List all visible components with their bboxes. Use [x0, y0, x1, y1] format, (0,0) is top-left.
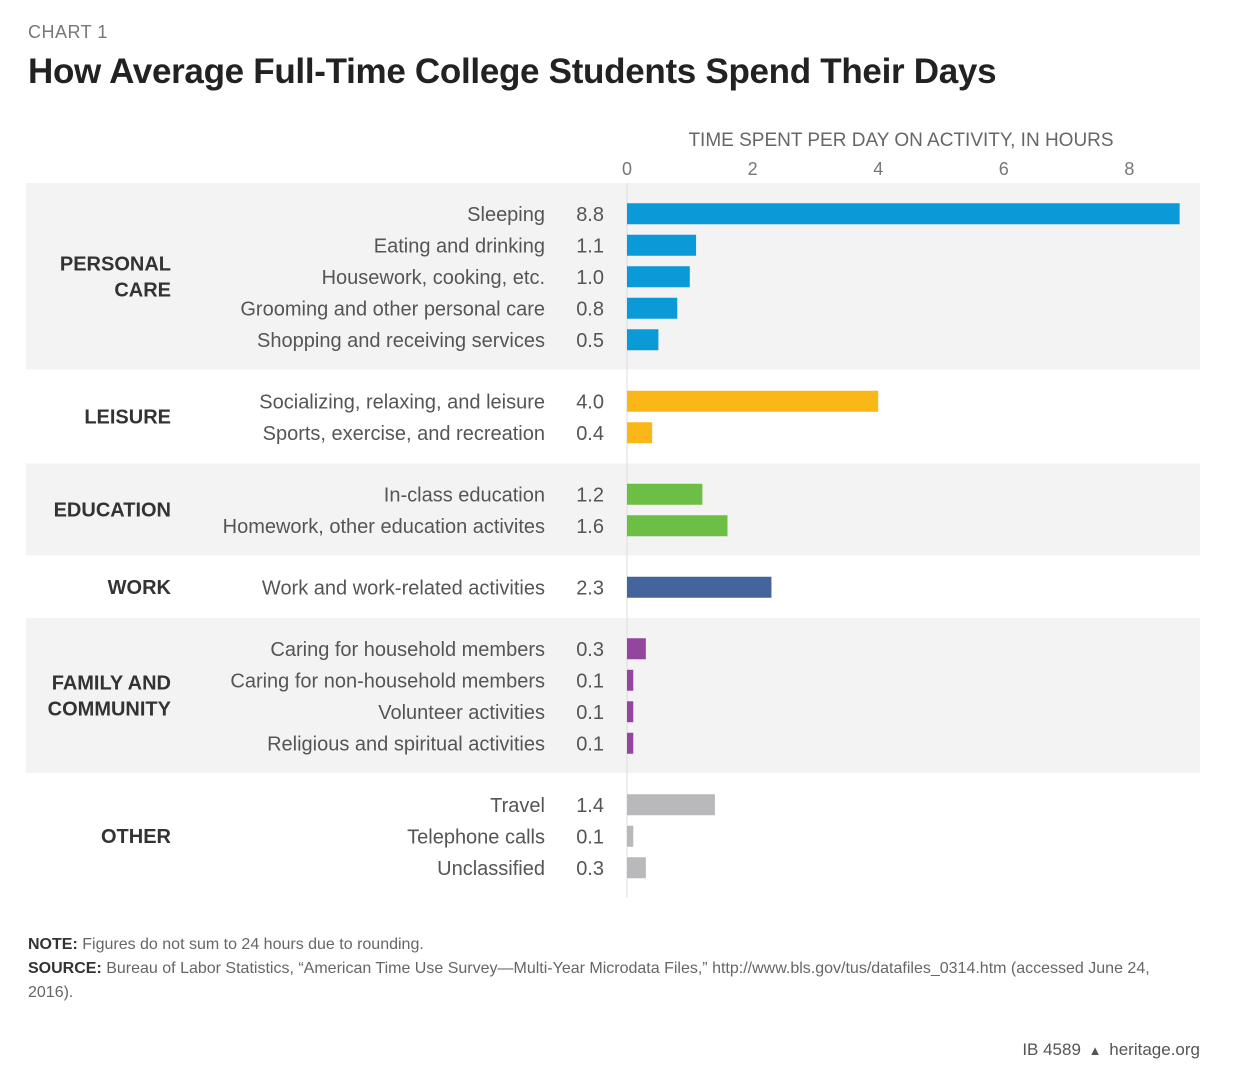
source-line: SOURCE: Bureau of Labor Statistics, “Ame…	[28, 957, 1198, 1005]
value-label: 1.4	[576, 795, 604, 817]
bar	[627, 203, 1180, 225]
category-label: Travel	[490, 795, 545, 817]
footer: IB 4589 ▲ heritage.org	[1022, 1040, 1200, 1060]
x-tick-label: 4	[873, 159, 883, 179]
note-text: Figures do not sum to 24 hours due to ro…	[82, 936, 424, 953]
category-label: Caring for non-household members	[230, 670, 545, 692]
category-label: Volunteer activities	[378, 702, 545, 724]
bar	[627, 266, 690, 288]
category-label: Sleeping	[467, 204, 545, 226]
value-label: 0.4	[576, 423, 604, 445]
value-label: 0.3	[576, 639, 604, 661]
chart-number-label: CHART 1	[28, 22, 108, 42]
ib-number: IB 4589	[1022, 1040, 1081, 1059]
source-text: Bureau of Labor Statistics, “American Ti…	[28, 960, 1150, 1001]
value-label: 0.1	[576, 670, 604, 692]
x-axis-title: TIME SPENT PER DAY ON ACTIVITY, IN HOURS	[688, 130, 1113, 151]
category-label: Telephone calls	[407, 826, 545, 848]
x-tick-label: 2	[748, 159, 758, 179]
group-label: LEISURE	[84, 407, 171, 429]
x-tick-label: 8	[1124, 159, 1134, 179]
category-label: In-class education	[384, 484, 545, 506]
group-label: PERSONAL CARE	[60, 253, 171, 301]
group-band	[26, 556, 1200, 617]
category-label: Shopping and receiving services	[257, 330, 545, 352]
bar	[627, 857, 646, 879]
value-label: 0.5	[576, 330, 604, 352]
category-label: Work and work-related activities	[262, 577, 545, 599]
bar	[627, 234, 697, 256]
x-tick-label: 6	[999, 159, 1009, 179]
group-label: OTHER	[101, 826, 172, 848]
bar	[627, 329, 659, 351]
value-label: 1.1	[576, 235, 604, 257]
value-label: 0.8	[576, 298, 604, 320]
bar	[627, 515, 728, 537]
notes: NOTE: Figures do not sum to 24 hours due…	[28, 933, 1198, 1005]
value-label: 0.1	[576, 733, 604, 755]
category-label: Unclassified	[437, 858, 545, 880]
bar	[627, 732, 634, 754]
group-band	[26, 370, 1200, 463]
category-label: Religious and spiritual activities	[267, 733, 545, 755]
value-label: 1.0	[576, 267, 604, 289]
group-band	[26, 618, 1200, 773]
category-label: Eating and drinking	[374, 235, 545, 257]
chart-rows: PERSONAL CARE Sleeping 8.8 Eating and drinki…	[48, 203, 1180, 880]
bar	[627, 297, 678, 319]
bar	[627, 669, 634, 691]
category-label: Grooming and other personal care	[240, 298, 545, 320]
bar-chart: TIME SPENT PER DAY ON ACTIVITY, IN HOURS…	[26, 130, 1200, 898]
page-title: How Average Full-Time College Students S…	[28, 52, 997, 91]
group-band	[26, 774, 1200, 898]
bar	[627, 638, 646, 660]
value-label: 0.1	[576, 826, 604, 848]
liberty-bell-icon: ▲	[1088, 1043, 1102, 1058]
bar	[627, 390, 879, 412]
value-label: 0.1	[576, 702, 604, 724]
group-label: EDUCATION	[54, 500, 171, 522]
value-label: 4.0	[576, 391, 604, 413]
group-bands	[26, 183, 1200, 898]
value-label: 2.3	[576, 577, 604, 599]
source-label: SOURCE:	[28, 960, 102, 977]
category-label: Sports, exercise, and recreation	[263, 423, 545, 445]
bar	[627, 576, 772, 598]
value-label: 1.2	[576, 484, 604, 506]
group-label: FAMILY AND COMMUNITY	[48, 673, 172, 721]
site-link[interactable]: heritage.org	[1109, 1040, 1200, 1059]
bar	[627, 825, 634, 847]
bar	[627, 794, 715, 816]
category-label: Caring for household members	[270, 639, 545, 661]
bar	[627, 701, 634, 723]
category-label: Housework, cooking, etc.	[322, 267, 545, 289]
bar	[627, 483, 703, 505]
x-tick-label: 0	[622, 159, 632, 179]
group-band	[26, 463, 1200, 556]
note-label: NOTE:	[28, 936, 78, 953]
category-label: Homework, other education activites	[223, 516, 545, 538]
value-label: 0.3	[576, 858, 604, 880]
category-label: Socializing, relaxing, and leisure	[259, 391, 545, 413]
bar	[627, 422, 653, 444]
value-label: 8.8	[576, 204, 604, 226]
group-label: WORK	[108, 577, 172, 599]
note-line: NOTE: Figures do not sum to 24 hours due…	[28, 933, 1198, 957]
value-label: 1.6	[576, 516, 604, 538]
